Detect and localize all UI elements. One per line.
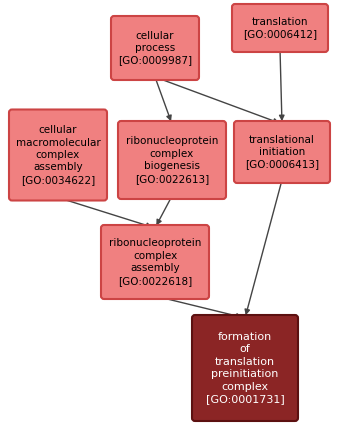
Text: translation
[GO:0006412]: translation [GO:0006412] [243, 17, 317, 39]
Text: cellular
process
[GO:0009987]: cellular process [GO:0009987] [118, 31, 192, 65]
FancyBboxPatch shape [234, 121, 330, 183]
Text: cellular
macromolecular
complex
assembly
[GO:0034622]: cellular macromolecular complex assembly… [15, 125, 100, 185]
FancyBboxPatch shape [9, 109, 107, 201]
Text: ribonucleoprotein
complex
assembly
[GO:0022618]: ribonucleoprotein complex assembly [GO:0… [109, 238, 201, 286]
Text: translational
initiation
[GO:0006413]: translational initiation [GO:0006413] [245, 135, 319, 170]
FancyBboxPatch shape [118, 121, 226, 199]
FancyBboxPatch shape [232, 4, 328, 52]
Text: formation
of
translation
preinitiation
complex
[GO:0001731]: formation of translation preinitiation c… [206, 332, 284, 404]
FancyBboxPatch shape [111, 16, 199, 80]
Text: ribonucleoprotein
complex
biogenesis
[GO:0022613]: ribonucleoprotein complex biogenesis [GO… [126, 136, 218, 184]
FancyBboxPatch shape [101, 225, 209, 299]
FancyBboxPatch shape [192, 315, 298, 421]
